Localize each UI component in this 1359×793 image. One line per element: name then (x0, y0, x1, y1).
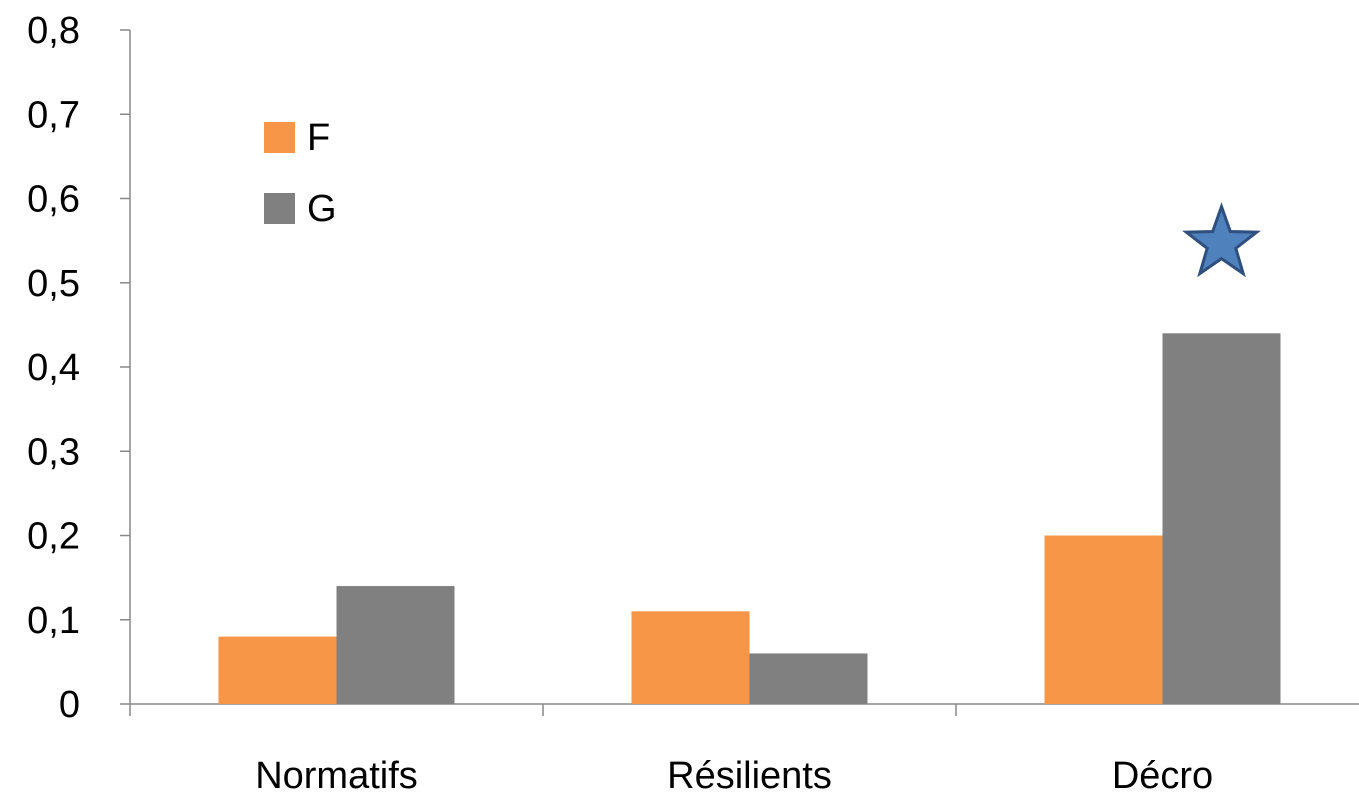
annotations (1182, 202, 1261, 278)
y-tick-label: 0,6 (27, 179, 80, 221)
legend: FG (264, 117, 337, 230)
x-category-label: Décro (1112, 755, 1213, 793)
y-tick-label: 0,2 (27, 516, 80, 558)
x-category-label: Normatifs (255, 755, 418, 793)
bar-g (749, 653, 868, 704)
y-tick-label: 0,8 (27, 10, 80, 52)
x-axis: Normatifs Résilients Décro (129, 703, 1359, 793)
bar-f (218, 636, 337, 704)
legend-swatch (264, 193, 295, 224)
bar-g (1162, 333, 1281, 704)
y-axis: 0 0,1 0,2 0,3 0,4 0,5 0,6 0,7 0,8 (27, 10, 131, 726)
bar-f (631, 611, 750, 704)
star-icon (1182, 202, 1261, 278)
y-tick-label: 0,1 (27, 600, 80, 642)
legend-label: G (307, 188, 337, 230)
y-tick-label: 0,4 (27, 347, 80, 389)
bar-g (336, 586, 455, 704)
bars (218, 333, 1281, 704)
y-tick-label: 0 (59, 684, 80, 726)
legend-swatch (264, 122, 295, 153)
bar-f (1044, 535, 1163, 704)
y-tick-label: 0,5 (27, 263, 80, 305)
x-category-label: Résilients (667, 755, 832, 793)
legend-label: F (307, 117, 330, 159)
y-tick-label: 0,3 (27, 431, 80, 473)
y-tick-label: 0,7 (27, 94, 80, 136)
